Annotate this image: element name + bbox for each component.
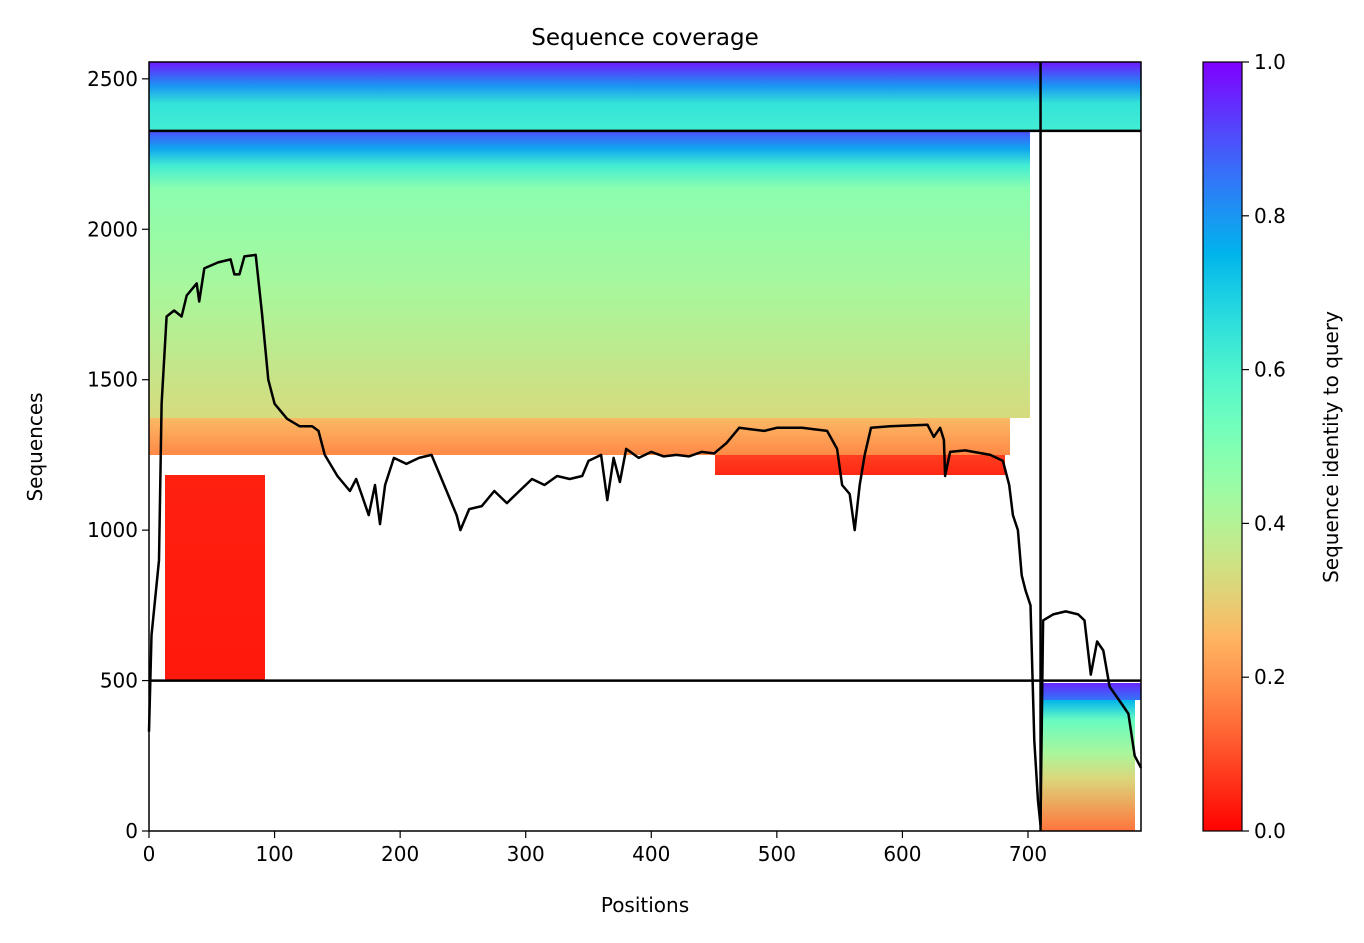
y-tick-label: 1000 bbox=[87, 518, 138, 542]
y-tick-label: 0 bbox=[125, 819, 138, 843]
x-tick-label: 200 bbox=[381, 842, 419, 866]
coverage-block bbox=[149, 131, 1030, 418]
plot-frame bbox=[148, 61, 1142, 832]
colorbar-tick-label: 0.0 bbox=[1254, 819, 1286, 843]
x-tick-label: 600 bbox=[883, 842, 921, 866]
y-axis-label: Sequences bbox=[23, 392, 47, 501]
coverage-block bbox=[149, 418, 1010, 455]
colorbar-tick-label: 0.2 bbox=[1254, 665, 1286, 689]
coverage-block bbox=[715, 455, 1005, 475]
coverage-block bbox=[1040, 700, 1135, 831]
x-tick-label: 300 bbox=[507, 842, 545, 866]
x-tick-label: 400 bbox=[632, 842, 670, 866]
coverage-block bbox=[1040, 62, 1141, 131]
y-tick-label: 2000 bbox=[87, 217, 138, 241]
colorbar-tick-label: 0.4 bbox=[1254, 511, 1286, 535]
colorbar-tick-label: 0.8 bbox=[1254, 204, 1286, 228]
heatmap bbox=[149, 62, 1141, 831]
colorbar-label: Sequence identity to query bbox=[1319, 311, 1343, 583]
x-axis-label: Positions bbox=[601, 893, 689, 917]
x-tick-label: 0 bbox=[143, 842, 156, 866]
colorbar bbox=[1202, 61, 1243, 832]
colorbar-tick-label: 0.6 bbox=[1254, 358, 1286, 382]
colorbar-tick-label: 1.0 bbox=[1254, 50, 1286, 74]
chart-title: Sequence coverage bbox=[531, 25, 759, 51]
y-tick-label: 2500 bbox=[87, 67, 138, 91]
x-tick-label: 700 bbox=[1009, 842, 1047, 866]
coverage-block bbox=[165, 475, 265, 681]
coverage-block bbox=[1040, 683, 1141, 700]
y-tick-label: 500 bbox=[100, 669, 138, 693]
coverage-block bbox=[149, 62, 1040, 131]
x-tick-label: 100 bbox=[255, 842, 293, 866]
coverage-line bbox=[147, 253, 1143, 827]
y-tick-label: 1500 bbox=[87, 368, 138, 392]
x-tick-label: 500 bbox=[758, 842, 796, 866]
